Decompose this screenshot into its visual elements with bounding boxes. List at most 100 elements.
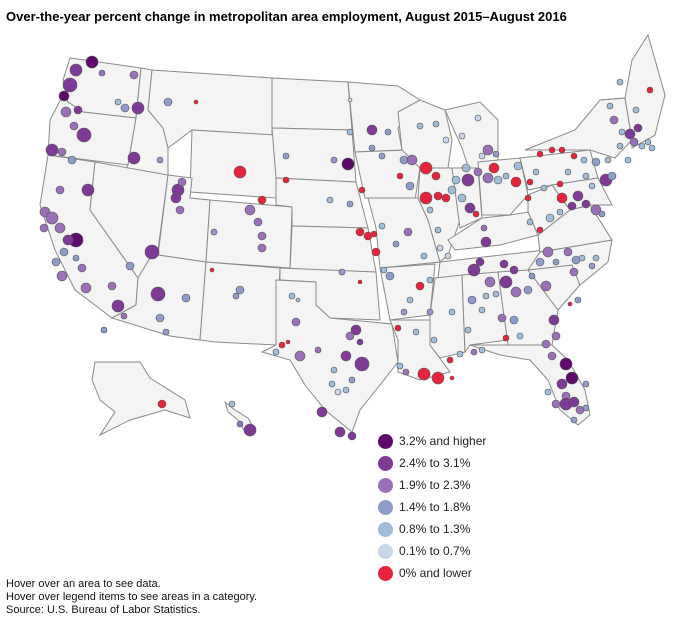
metro-area-bubble[interactable] bbox=[257, 243, 267, 253]
metro-area-bubble[interactable] bbox=[131, 101, 145, 115]
metro-area-bubble[interactable] bbox=[98, 69, 106, 77]
metro-area-bubble[interactable] bbox=[570, 152, 578, 160]
metro-area-bubble[interactable] bbox=[565, 371, 579, 385]
legend-item-0-and-lower[interactable]: 0% and lower bbox=[378, 562, 486, 584]
metro-area-bubble[interactable] bbox=[243, 423, 257, 437]
metro-area-bubble[interactable] bbox=[598, 210, 606, 218]
metro-area-bubble[interactable] bbox=[170, 192, 182, 204]
state-new-york[interactable] bbox=[524, 97, 633, 159]
metro-area-bubble[interactable] bbox=[355, 227, 365, 237]
metro-area-bubble[interactable] bbox=[548, 146, 556, 154]
metro-area-bubble[interactable] bbox=[624, 156, 632, 164]
metro-area-bubble[interactable] bbox=[433, 191, 443, 201]
metro-area-bubble[interactable] bbox=[51, 257, 61, 267]
metro-area-bubble[interactable] bbox=[340, 350, 352, 362]
metro-area-bubble[interactable] bbox=[396, 172, 404, 180]
metro-area-bubble[interactable] bbox=[632, 106, 640, 114]
metro-area-bubble[interactable] bbox=[540, 280, 552, 292]
metro-area-bubble[interactable] bbox=[590, 204, 602, 216]
state-ohio[interactable] bbox=[477, 157, 529, 216]
metro-area-bubble[interactable] bbox=[346, 128, 354, 136]
metro-area-bubble[interactable] bbox=[420, 252, 428, 260]
metro-area-bubble[interactable] bbox=[564, 168, 572, 176]
metro-area-bubble[interactable] bbox=[366, 124, 378, 136]
metro-area-bubble[interactable] bbox=[348, 376, 356, 384]
metro-area-bubble[interactable] bbox=[488, 162, 500, 174]
metro-area-bubble[interactable] bbox=[447, 185, 457, 195]
metro-area-bubble[interactable] bbox=[580, 156, 588, 164]
metro-area-bubble[interactable] bbox=[431, 171, 441, 181]
metro-area-bubble[interactable] bbox=[473, 167, 483, 177]
metro-area-bubble[interactable] bbox=[244, 204, 256, 216]
metro-area-bubble[interactable] bbox=[467, 295, 477, 305]
metro-area-bubble[interactable] bbox=[341, 157, 355, 171]
metro-area-bubble[interactable] bbox=[60, 106, 72, 118]
legend-item-1-4-to-1-8[interactable]: 1.4% to 1.8% bbox=[378, 496, 486, 518]
metro-area-bubble[interactable] bbox=[330, 366, 338, 374]
metro-area-bubble[interactable] bbox=[556, 180, 564, 188]
metro-area-bubble[interactable] bbox=[510, 176, 522, 188]
metro-area-bubble[interactable] bbox=[591, 157, 601, 167]
metro-area-bubble[interactable] bbox=[556, 208, 564, 216]
state-new-england[interactable] bbox=[599, 33, 666, 149]
metro-area-bubble[interactable] bbox=[474, 114, 482, 122]
metro-area-bubble[interactable] bbox=[648, 144, 656, 152]
metro-area-bubble[interactable] bbox=[326, 196, 334, 204]
metro-area-bubble[interactable] bbox=[330, 156, 338, 164]
metro-area-bubble[interactable] bbox=[163, 97, 173, 107]
metro-area-bubble[interactable] bbox=[510, 286, 522, 298]
metro-area-bubble[interactable] bbox=[638, 142, 646, 150]
metro-area-bubble[interactable] bbox=[405, 181, 415, 191]
metro-area-bubble[interactable] bbox=[338, 268, 346, 276]
metro-area-bubble[interactable] bbox=[384, 128, 392, 136]
metro-area-bubble[interactable] bbox=[356, 338, 364, 346]
metro-area-bubble[interactable] bbox=[59, 247, 69, 257]
metro-area-bubble[interactable] bbox=[76, 127, 92, 143]
metro-area-bubble[interactable] bbox=[314, 346, 322, 354]
metro-area-bubble[interactable] bbox=[551, 331, 561, 341]
metro-area-bubble[interactable] bbox=[526, 178, 534, 186]
metro-area-bubble[interactable] bbox=[378, 152, 386, 160]
metro-area-bubble[interactable] bbox=[456, 350, 464, 358]
state-new-mexico[interactable] bbox=[199, 261, 281, 346]
metro-area-bubble[interactable] bbox=[157, 399, 167, 409]
metro-area-bubble[interactable] bbox=[144, 244, 160, 260]
metro-area-bubble[interactable] bbox=[633, 123, 643, 133]
metro-area-bubble[interactable] bbox=[67, 155, 77, 165]
metro-area-bubble[interactable] bbox=[470, 348, 478, 356]
metro-area-bubble[interactable] bbox=[523, 285, 533, 295]
metro-area-bubble[interactable] bbox=[232, 292, 240, 300]
metro-area-bubble[interactable] bbox=[394, 324, 402, 332]
state-wyoming[interactable] bbox=[189, 129, 277, 199]
metro-area-bubble[interactable] bbox=[551, 399, 561, 409]
metro-area-bubble[interactable] bbox=[475, 257, 485, 267]
metro-area-bubble[interactable] bbox=[464, 202, 476, 214]
metro-area-bubble[interactable] bbox=[345, 331, 355, 341]
metro-area-bubble[interactable] bbox=[347, 97, 353, 103]
metro-area-bubble[interactable] bbox=[542, 246, 554, 258]
metro-area-bubble[interactable] bbox=[81, 183, 95, 197]
metro-area-bubble[interactable] bbox=[482, 292, 490, 300]
metro-area-bubble[interactable] bbox=[430, 336, 438, 344]
metro-area-bubble[interactable] bbox=[57, 147, 67, 157]
metro-area-bubble[interactable] bbox=[120, 103, 130, 113]
metro-area-bubble[interactable] bbox=[547, 351, 557, 361]
metro-area-bubble[interactable] bbox=[72, 254, 80, 262]
metro-area-bubble[interactable] bbox=[417, 367, 431, 381]
metro-area-bubble[interactable] bbox=[233, 165, 247, 179]
metro-area-bubble[interactable] bbox=[396, 362, 404, 370]
metro-area-bubble[interactable] bbox=[419, 161, 433, 175]
metro-area-bubble[interactable] bbox=[569, 267, 579, 277]
metro-area-bubble[interactable] bbox=[294, 350, 306, 362]
metro-area-bubble[interactable] bbox=[58, 90, 70, 102]
metro-area-bubble[interactable] bbox=[532, 168, 540, 176]
metro-area-bubble[interactable] bbox=[402, 368, 410, 376]
metro-area-bubble[interactable] bbox=[629, 137, 639, 147]
metro-area-bubble[interactable] bbox=[482, 144, 494, 156]
metro-area-bubble[interactable] bbox=[85, 55, 99, 69]
metro-area-bubble[interactable] bbox=[77, 263, 87, 273]
metro-area-bubble[interactable] bbox=[448, 308, 456, 316]
metro-area-bubble[interactable] bbox=[347, 431, 357, 441]
metro-area-bubble[interactable] bbox=[432, 120, 440, 128]
metro-area-bubble[interactable] bbox=[162, 328, 170, 336]
